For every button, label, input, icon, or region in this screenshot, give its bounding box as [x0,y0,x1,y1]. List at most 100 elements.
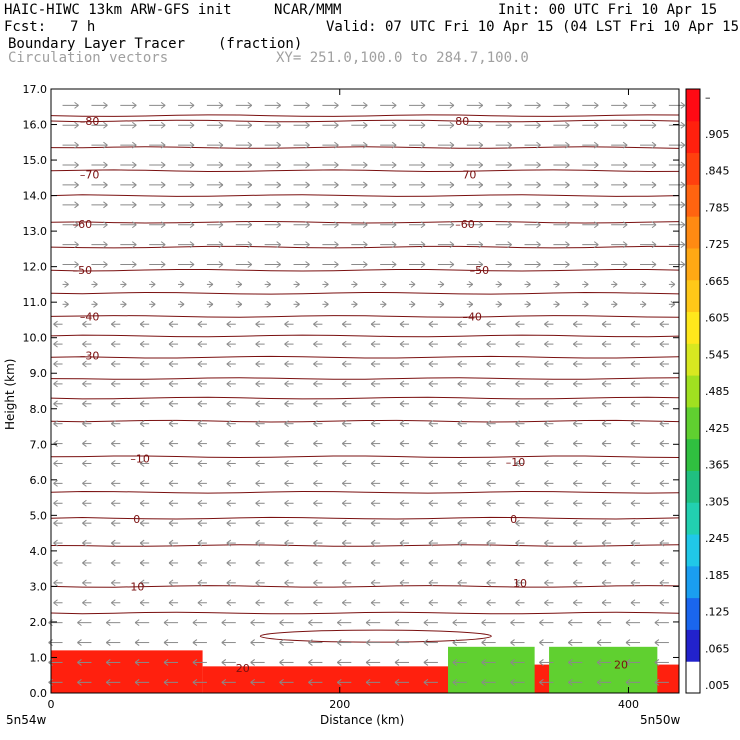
vector-arrow [197,599,207,607]
vector-arrow [279,678,294,686]
vector-arrow [149,161,166,169]
vector-arrow [370,420,381,428]
tracer-fill [51,646,679,693]
vector-arrow [77,639,92,646]
vector-arrow [515,559,525,567]
vector-arrow [120,221,137,229]
vector-arrow [168,380,179,388]
vector-arrow [77,678,92,686]
vector-arrow [255,400,265,408]
vector-arrow [659,599,669,607]
vector-arrow [313,360,323,368]
vector-arrow [110,599,121,607]
vector-arrow [82,539,92,547]
colorbar-label: .485 [705,385,730,398]
vector-arrow [510,678,525,686]
vector-arrow [322,101,339,109]
isotherm-line [50,611,680,615]
vector-arrow [572,320,583,328]
vector-arrow [668,141,686,149]
vector-arrow [134,639,150,646]
vector-arrow [640,281,647,288]
vector-arrow [539,639,554,646]
vector-arrow [293,300,300,308]
vector-arrow [139,599,150,607]
vector-arrow [553,261,570,268]
vector-arrow [611,141,628,149]
vector-arrow [544,380,554,388]
vector-arrow [630,519,641,527]
vector-arrow [149,101,166,109]
isotherm-line [50,334,680,338]
colorbar-swatch [686,343,700,376]
vector-arrow [423,659,438,666]
vector-arrow [221,619,236,627]
vector-arrow [437,121,455,129]
vector-arrow [495,161,512,169]
vector-arrow [452,639,467,646]
vector-arrow [313,499,323,507]
field-units: (fraction) [218,36,303,52]
vector-arrow [524,181,541,189]
vector-arrow [437,201,455,209]
vector-arrow [139,499,150,507]
vector-arrow [601,460,612,467]
y-tick-label: 17.0 [23,83,48,96]
vector-arrow [380,201,397,209]
colorbar-swatch [686,565,700,599]
vector-arrow [168,320,179,328]
vector-arrow [178,101,195,109]
vector-arrow [630,400,641,408]
vector-arrow [178,181,195,189]
vector-arrow [226,539,236,547]
vector-arrow [178,281,185,288]
vector-arrow [544,440,554,447]
vector-arrow [399,519,410,527]
vector-arrow [206,261,224,268]
vector-arrow [293,181,310,189]
vector-arrow [515,460,525,467]
vector-arrow [279,639,294,646]
vector-arrow [428,400,438,408]
vector-arrow [495,281,502,288]
colorbar-swatch [686,279,700,313]
vector-arrow [341,499,352,507]
vector-arrow [370,340,381,348]
y-tick-label: 6.0 [30,474,48,487]
vector-arrow [53,360,63,368]
vector-arrow [82,420,92,428]
vector-arrow [409,181,426,189]
vector-arrow [168,559,179,567]
vector-arrow [553,281,560,288]
vector-arrow [524,161,541,169]
isotherm-line [50,419,680,423]
vector-arrow [668,281,676,288]
vector-arrow [668,181,686,189]
vector-arrow [601,599,612,607]
x-axis-label: Distance (km) [320,713,404,727]
vector-arrow [235,281,243,288]
vector-arrow [336,619,352,627]
vector-arrow [293,221,310,229]
vector-arrow [110,340,121,348]
vector-arrow [264,101,281,109]
vector-arrow [659,559,669,567]
vector-arrow [630,460,641,467]
vector-arrow [284,499,294,507]
vector-arrow [293,101,310,109]
vector-arrow [630,499,641,507]
vector-arrow [82,400,92,408]
vector-arrow [544,499,554,507]
vector-arrow [149,300,156,308]
vector-arrow [544,479,554,487]
vector-arrow [630,479,641,487]
vector-arrow [659,539,669,547]
vector-arrow [293,261,310,268]
vector-arrow [582,261,599,268]
vector-arrow [293,281,300,288]
vector-arrow [284,479,294,487]
vector-arrow [139,559,150,567]
vector-arrow [91,141,108,149]
vector-arrow [206,281,214,288]
vector-arrow [495,181,512,189]
